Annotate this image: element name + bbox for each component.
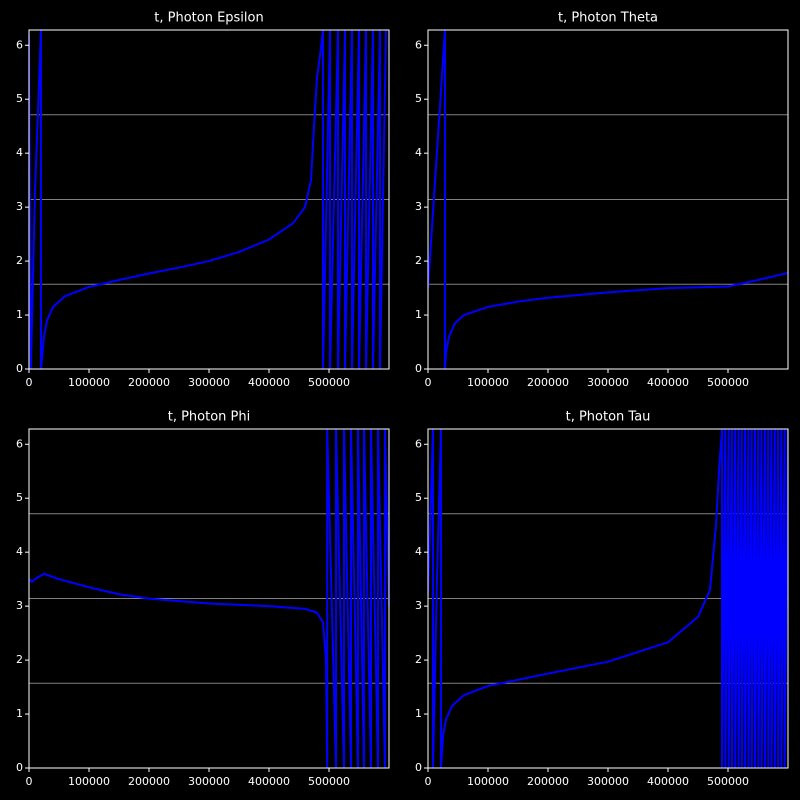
y-tick-label: 4 (415, 146, 422, 159)
axes-frame (427, 428, 789, 769)
x-tick-label: 0 (26, 775, 33, 788)
y-tick-label: 2 (415, 653, 422, 666)
y-tick-label: 1 (16, 308, 23, 321)
chart-title: t, Photon Phi (168, 410, 251, 425)
x-tick-label: 100000 (467, 775, 509, 788)
y-tick-label: 6 (415, 38, 422, 51)
y-tick-label: 3 (16, 599, 23, 612)
data-line (29, 429, 389, 768)
axes-frame (427, 29, 789, 370)
y-tick-label: 1 (415, 308, 422, 321)
y-tick-label: 6 (415, 437, 422, 450)
x-tick-label: 200000 (128, 775, 170, 788)
x-tick-label: 500000 (707, 775, 749, 788)
y-tick-label: 0 (16, 362, 23, 375)
y-tick-label: 6 (16, 437, 23, 450)
y-tick-label: 5 (415, 92, 422, 105)
y-tick-label: 1 (16, 707, 23, 720)
x-tick-label: 100000 (467, 376, 509, 389)
y-tick-label: 4 (16, 545, 23, 558)
x-tick-label: 400000 (248, 775, 290, 788)
y-tick-label: 3 (415, 599, 422, 612)
data-line (29, 30, 387, 369)
x-tick-label: 500000 (707, 376, 749, 389)
x-tick-label: 500000 (308, 775, 350, 788)
x-tick-label: 0 (26, 376, 33, 389)
x-tick-label: 0 (425, 775, 432, 788)
x-tick-label: 100000 (68, 775, 110, 788)
x-tick-label: 100000 (68, 376, 110, 389)
y-tick-label: 4 (16, 146, 23, 159)
x-tick-label: 300000 (188, 775, 230, 788)
y-tick-label: 0 (415, 362, 422, 375)
chart-title: t, Photon Tau (566, 410, 651, 425)
y-tick-label: 3 (16, 200, 23, 213)
y-tick-label: 0 (415, 761, 422, 774)
x-tick-label: 200000 (527, 775, 569, 788)
x-tick-label: 400000 (248, 376, 290, 389)
x-tick-label: 300000 (587, 376, 629, 389)
axes-frame (28, 29, 390, 370)
x-tick-label: 0 (425, 376, 432, 389)
x-tick-label: 200000 (128, 376, 170, 389)
y-tick-label: 1 (415, 707, 422, 720)
y-tick-label: 2 (16, 653, 23, 666)
axes-frame (28, 428, 390, 769)
y-tick-label: 3 (415, 200, 422, 213)
data-line (428, 429, 788, 768)
x-tick-label: 300000 (188, 376, 230, 389)
x-tick-label: 400000 (647, 775, 689, 788)
y-tick-label: 5 (16, 92, 23, 105)
y-tick-label: 2 (16, 254, 23, 267)
x-tick-label: 500000 (308, 376, 350, 389)
data-line (428, 30, 788, 369)
x-tick-label: 300000 (587, 775, 629, 788)
x-tick-label: 400000 (647, 376, 689, 389)
y-tick-label: 5 (16, 491, 23, 504)
x-tick-label: 200000 (527, 376, 569, 389)
y-tick-label: 6 (16, 38, 23, 51)
y-tick-label: 0 (16, 761, 23, 774)
y-tick-label: 4 (415, 545, 422, 558)
y-tick-label: 2 (415, 254, 422, 267)
chart-title: t, Photon Theta (558, 11, 658, 26)
chart-title: t, Photon Epsilon (154, 11, 263, 26)
y-tick-label: 5 (415, 491, 422, 504)
